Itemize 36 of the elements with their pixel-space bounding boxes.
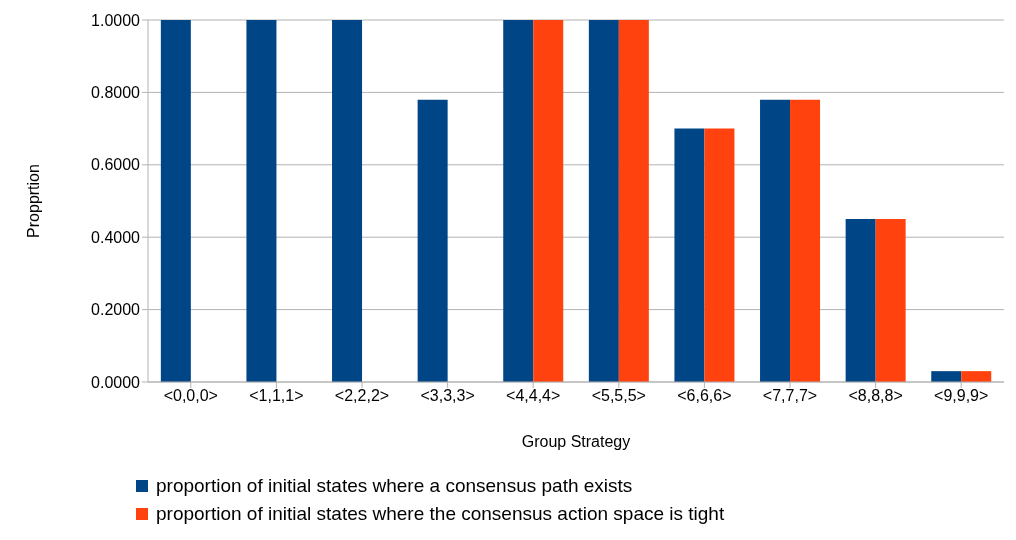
y-tick-label: 0.0000 — [91, 373, 141, 391]
bar — [845, 219, 876, 382]
bar — [246, 20, 277, 382]
legend-label: proportion of initial states where the consensus action space is tight — [156, 503, 725, 525]
bar — [332, 20, 363, 382]
x-tick-label: <3,3,3> — [420, 387, 475, 405]
y-axis-title: Propprtion — [24, 164, 42, 238]
bar — [588, 20, 619, 382]
bar — [674, 128, 705, 382]
bar — [931, 371, 962, 382]
x-tick-label: <0,0,0> — [163, 387, 218, 405]
x-tick-label: <1,1,1> — [249, 387, 304, 405]
bar — [160, 20, 191, 382]
y-tick-label: 1.0000 — [91, 11, 141, 29]
bar — [790, 99, 821, 382]
x-tick-label: <5,5,5> — [591, 387, 646, 405]
x-tick-label: <9,9,9> — [934, 387, 989, 405]
y-tick-label: 0.8000 — [91, 84, 141, 102]
bar — [760, 99, 791, 382]
x-tick-label: <4,4,4> — [506, 387, 561, 405]
y-tick-label: 0.4000 — [91, 228, 141, 246]
x-axis-title: Group Strategy — [521, 433, 631, 450]
x-tick-label: <7,7,7> — [762, 387, 818, 405]
bar — [704, 128, 735, 382]
x-tick-label: <2,2,2> — [334, 387, 390, 405]
bar — [503, 20, 534, 382]
y-tick-label: 0.2000 — [91, 301, 141, 319]
y-tick-label: 0.6000 — [91, 156, 141, 174]
legend-label: proportion of initial states where a consensus path exists — [156, 475, 633, 497]
bar — [618, 20, 649, 382]
x-tick-label: <8,8,8> — [848, 387, 903, 405]
bar — [533, 20, 564, 382]
bar — [961, 371, 992, 382]
bar — [875, 219, 906, 382]
bar — [417, 99, 448, 382]
x-tick-label: <6,6,6> — [677, 387, 732, 405]
